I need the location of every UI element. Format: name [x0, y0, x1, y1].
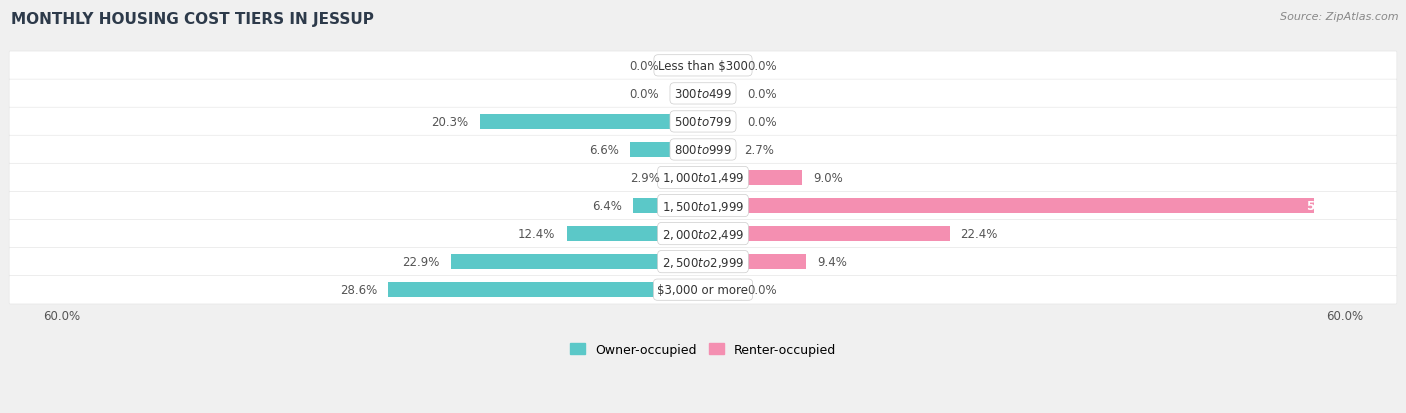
- Text: 22.9%: 22.9%: [402, 256, 440, 268]
- FancyBboxPatch shape: [8, 80, 1398, 109]
- Bar: [567, 227, 703, 241]
- Text: 0.0%: 0.0%: [747, 88, 776, 101]
- Bar: [703, 171, 801, 185]
- Text: 0.0%: 0.0%: [630, 60, 659, 73]
- Bar: [451, 255, 703, 269]
- Text: 2.7%: 2.7%: [744, 144, 773, 157]
- FancyBboxPatch shape: [8, 276, 1398, 304]
- Text: Source: ZipAtlas.com: Source: ZipAtlas.com: [1281, 12, 1399, 22]
- Bar: [703, 59, 735, 74]
- Bar: [703, 227, 949, 241]
- Text: $300 to $499: $300 to $499: [673, 88, 733, 101]
- Bar: [671, 171, 703, 185]
- Bar: [630, 143, 703, 157]
- FancyBboxPatch shape: [8, 192, 1398, 220]
- Bar: [703, 255, 807, 269]
- Bar: [671, 59, 703, 74]
- Text: 0.0%: 0.0%: [630, 88, 659, 101]
- Text: 0.0%: 0.0%: [747, 116, 776, 128]
- Text: 28.6%: 28.6%: [340, 283, 377, 297]
- Bar: [703, 282, 735, 297]
- Text: 60.0%: 60.0%: [42, 309, 80, 322]
- Bar: [479, 115, 703, 129]
- Bar: [703, 199, 1313, 213]
- Bar: [703, 115, 735, 129]
- Text: 9.0%: 9.0%: [813, 171, 842, 185]
- Text: $1,000 to $1,499: $1,000 to $1,499: [662, 171, 744, 185]
- FancyBboxPatch shape: [8, 52, 1398, 81]
- Text: 60.0%: 60.0%: [1326, 309, 1364, 322]
- Bar: [671, 87, 703, 102]
- Text: $3,000 or more: $3,000 or more: [658, 283, 748, 297]
- Bar: [703, 87, 735, 102]
- Text: 6.4%: 6.4%: [592, 199, 621, 213]
- Text: 6.6%: 6.6%: [589, 144, 620, 157]
- Text: $500 to $799: $500 to $799: [673, 116, 733, 128]
- FancyBboxPatch shape: [8, 248, 1398, 276]
- Text: 0.0%: 0.0%: [747, 283, 776, 297]
- Text: 20.3%: 20.3%: [432, 116, 468, 128]
- Text: $2,000 to $2,499: $2,000 to $2,499: [662, 227, 744, 241]
- Text: 0.0%: 0.0%: [747, 60, 776, 73]
- Bar: [633, 199, 703, 213]
- Text: $800 to $999: $800 to $999: [673, 144, 733, 157]
- Text: 9.4%: 9.4%: [817, 256, 848, 268]
- FancyBboxPatch shape: [8, 164, 1398, 192]
- Legend: Owner-occupied, Renter-occupied: Owner-occupied, Renter-occupied: [565, 338, 841, 361]
- Text: $1,500 to $1,999: $1,500 to $1,999: [662, 199, 744, 213]
- FancyBboxPatch shape: [8, 108, 1398, 136]
- Text: 22.4%: 22.4%: [960, 228, 998, 240]
- Text: 55.5%: 55.5%: [1306, 199, 1347, 213]
- Text: $2,500 to $2,999: $2,500 to $2,999: [662, 255, 744, 269]
- Text: 12.4%: 12.4%: [519, 228, 555, 240]
- Text: MONTHLY HOUSING COST TIERS IN JESSUP: MONTHLY HOUSING COST TIERS IN JESSUP: [11, 12, 374, 27]
- Bar: [703, 143, 733, 157]
- Text: Less than $300: Less than $300: [658, 60, 748, 73]
- Bar: [388, 282, 703, 297]
- FancyBboxPatch shape: [8, 220, 1398, 248]
- Text: 2.9%: 2.9%: [630, 171, 659, 185]
- FancyBboxPatch shape: [8, 136, 1398, 164]
